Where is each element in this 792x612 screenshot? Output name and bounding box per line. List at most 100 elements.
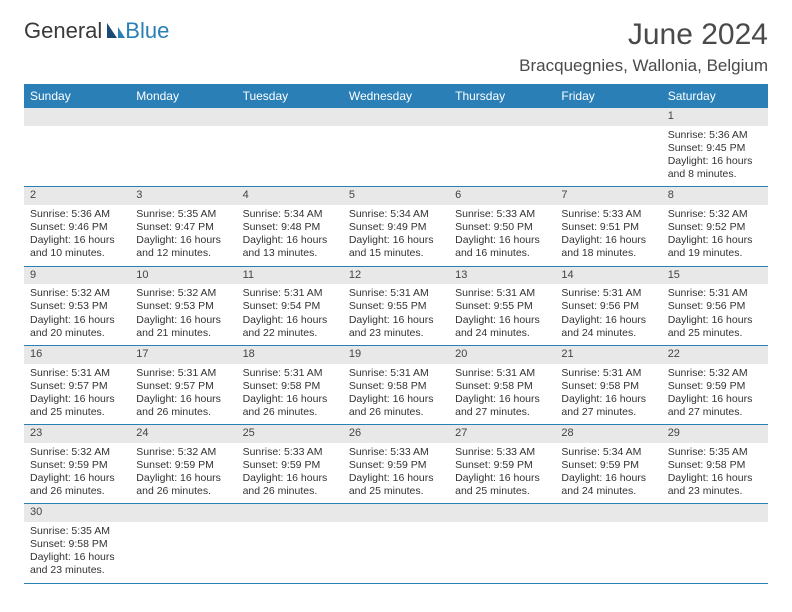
daylight: Daylight: 16 hours and 25 minutes. [30,393,124,419]
sunset: Sunset: 9:47 PM [136,221,230,234]
sunset: Sunset: 9:56 PM [561,300,655,313]
day-number: 5 [343,187,449,205]
day-number: 29 [662,425,768,443]
day-body [237,126,343,182]
sunset: Sunset: 9:50 PM [455,221,549,234]
day-body: Sunrise: 5:32 AMSunset: 9:59 PMDaylight:… [24,443,130,504]
day-number [555,108,661,126]
sunrise: Sunrise: 5:32 AM [668,367,762,380]
sunrise: Sunrise: 5:33 AM [349,446,443,459]
sunrise: Sunrise: 5:31 AM [561,367,655,380]
sunset: Sunset: 9:58 PM [243,380,337,393]
daylight: Daylight: 16 hours and 27 minutes. [668,393,762,419]
daylight: Daylight: 16 hours and 26 minutes. [136,393,230,419]
day-number: 15 [662,267,768,285]
day-number: 19 [343,346,449,364]
sunset: Sunset: 9:51 PM [561,221,655,234]
sunset: Sunset: 9:58 PM [30,538,124,551]
day-number: 26 [343,425,449,443]
calendar-body: 1Sunrise: 5:36 AMSunset: 9:45 PMDaylight… [24,108,768,583]
day-body: Sunrise: 5:32 AMSunset: 9:53 PMDaylight:… [130,284,236,345]
day-body: Sunrise: 5:31 AMSunset: 9:55 PMDaylight:… [343,284,449,345]
calendar-cell: 17Sunrise: 5:31 AMSunset: 9:57 PMDayligh… [130,345,236,424]
sunrise: Sunrise: 5:35 AM [136,208,230,221]
sunset: Sunset: 9:52 PM [668,221,762,234]
sunrise: Sunrise: 5:36 AM [668,129,762,142]
day-number: 23 [24,425,130,443]
calendar-cell [130,108,236,187]
day-body: Sunrise: 5:35 AMSunset: 9:58 PMDaylight:… [24,522,130,583]
calendar-cell [449,108,555,187]
day-body [449,522,555,578]
day-number [662,504,768,522]
sunset: Sunset: 9:59 PM [243,459,337,472]
sunset: Sunset: 9:53 PM [136,300,230,313]
calendar-cell: 16Sunrise: 5:31 AMSunset: 9:57 PMDayligh… [24,345,130,424]
day-body: Sunrise: 5:32 AMSunset: 9:53 PMDaylight:… [24,284,130,345]
calendar-week: 2Sunrise: 5:36 AMSunset: 9:46 PMDaylight… [24,187,768,266]
logo-text-dark: General [24,18,102,44]
day-number: 14 [555,267,661,285]
sunrise: Sunrise: 5:31 AM [668,287,762,300]
day-body [343,522,449,578]
sunrise: Sunrise: 5:31 AM [455,367,549,380]
daylight: Daylight: 16 hours and 23 minutes. [349,314,443,340]
calendar-cell: 25Sunrise: 5:33 AMSunset: 9:59 PMDayligh… [237,425,343,504]
day-number: 9 [24,267,130,285]
day-number [343,504,449,522]
daylight: Daylight: 16 hours and 19 minutes. [668,234,762,260]
calendar-cell: 21Sunrise: 5:31 AMSunset: 9:58 PMDayligh… [555,345,661,424]
day-number [237,504,343,522]
calendar-cell: 4Sunrise: 5:34 AMSunset: 9:48 PMDaylight… [237,187,343,266]
daylight: Daylight: 16 hours and 27 minutes. [561,393,655,419]
daylight: Daylight: 16 hours and 24 minutes. [561,314,655,340]
sunset: Sunset: 9:58 PM [349,380,443,393]
sunrise: Sunrise: 5:32 AM [30,446,124,459]
day-number: 16 [24,346,130,364]
calendar-cell [24,108,130,187]
day-body: Sunrise: 5:32 AMSunset: 9:59 PMDaylight:… [662,364,768,425]
day-body: Sunrise: 5:31 AMSunset: 9:56 PMDaylight:… [555,284,661,345]
sunset: Sunset: 9:59 PM [561,459,655,472]
day-header: Tuesday [237,84,343,108]
sunrise: Sunrise: 5:33 AM [561,208,655,221]
day-number: 13 [449,267,555,285]
day-body: Sunrise: 5:36 AMSunset: 9:45 PMDaylight:… [662,126,768,187]
calendar-cell: 8 Sunrise: 5:32 AMSunset: 9:52 PMDaylight… [662,187,768,266]
sunset: Sunset: 9:54 PM [243,300,337,313]
daylight: Daylight: 16 hours and 23 minutes. [30,551,124,577]
calendar-cell: 29Sunrise: 5:35 AMSunset: 9:58 PMDayligh… [662,425,768,504]
daylight: Daylight: 16 hours and 20 minutes. [30,314,124,340]
sunrise: Sunrise: 5:32 AM [668,208,762,221]
day-body: Sunrise: 5:34 AMSunset: 9:59 PMDaylight:… [555,443,661,504]
day-body [24,126,130,182]
calendar-cell: 28Sunrise: 5:34 AMSunset: 9:59 PMDayligh… [555,425,661,504]
day-body: Sunrise: 5:33 AMSunset: 9:59 PMDaylight:… [237,443,343,504]
day-body [343,126,449,182]
day-body: Sunrise: 5:31 AMSunset: 9:58 PMDaylight:… [343,364,449,425]
day-number: 7 [555,187,661,205]
sunset: Sunset: 9:56 PM [668,300,762,313]
sunset: Sunset: 9:55 PM [349,300,443,313]
day-number: 8 [662,187,768,205]
title-block: June 2024 Bracquegnies, Wallonia, Belgiu… [519,18,768,76]
calendar-cell: 6Sunrise: 5:33 AMSunset: 9:50 PMDaylight… [449,187,555,266]
daylight: Daylight: 16 hours and 25 minutes. [668,314,762,340]
daylight: Daylight: 16 hours and 25 minutes. [455,472,549,498]
sunrise: Sunrise: 5:31 AM [455,287,549,300]
calendar-cell [237,108,343,187]
day-body: Sunrise: 5:31 AMSunset: 9:54 PMDaylight:… [237,284,343,345]
day-header: Saturday [662,84,768,108]
day-number: 22 [662,346,768,364]
daylight: Daylight: 16 hours and 10 minutes. [30,234,124,260]
day-header: Monday [130,84,236,108]
sunset: Sunset: 9:55 PM [455,300,549,313]
daylight: Daylight: 16 hours and 23 minutes. [668,472,762,498]
daylight: Daylight: 16 hours and 24 minutes. [561,472,655,498]
day-number: 12 [343,267,449,285]
sunset: Sunset: 9:59 PM [349,459,443,472]
day-number: 3 [130,187,236,205]
sunset: Sunset: 9:59 PM [455,459,549,472]
sunrise: Sunrise: 5:31 AM [243,367,337,380]
daylight: Daylight: 16 hours and 16 minutes. [455,234,549,260]
